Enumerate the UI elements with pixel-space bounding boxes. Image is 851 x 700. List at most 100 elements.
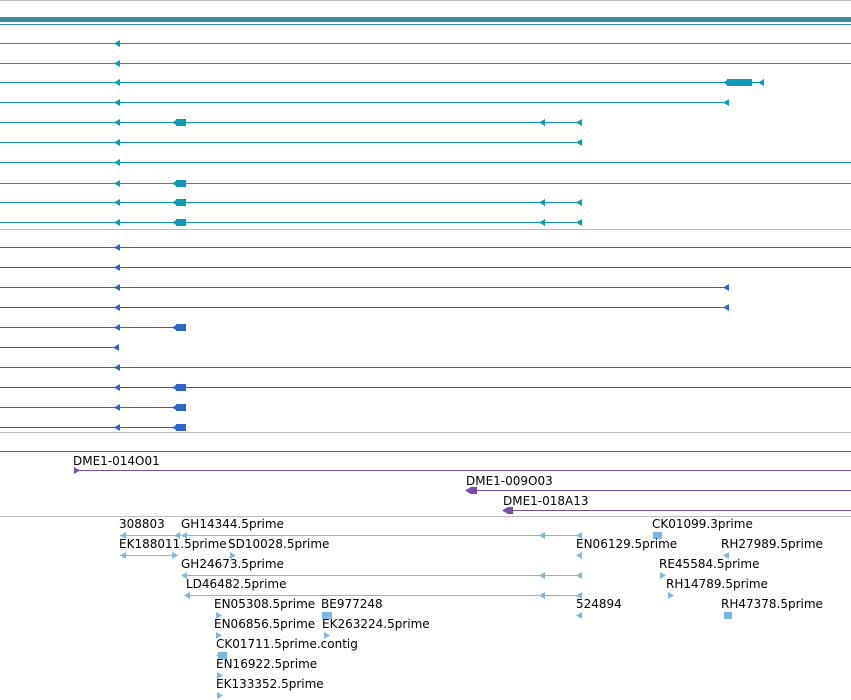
est-label[interactable]: RH14789.5prime <box>666 577 768 591</box>
exon-arrow <box>114 180 120 187</box>
exon-arrow <box>114 404 120 411</box>
exon-block <box>176 324 186 331</box>
est-label[interactable]: CK01099.3prime <box>652 517 753 531</box>
exon-block <box>653 532 662 539</box>
exon-block <box>508 507 513 514</box>
exon-arrow <box>539 219 545 226</box>
exon-block <box>176 424 186 431</box>
exon-arrow <box>539 592 545 599</box>
exon-arrow <box>723 99 729 106</box>
exon-block <box>176 384 186 391</box>
exon-arrow <box>172 404 178 411</box>
clone-label[interactable]: DME1-009O03 <box>466 474 553 488</box>
est-label[interactable]: EK263224.5prime <box>322 617 430 631</box>
exon-arrow <box>216 632 222 639</box>
exon-arrow <box>539 199 545 206</box>
exon-arrow <box>576 219 582 226</box>
est-label[interactable]: EN05308.5prime <box>214 597 316 611</box>
exon-arrow <box>172 199 178 206</box>
clone-arrow <box>74 467 80 474</box>
exon-arrow <box>114 264 120 271</box>
est-label[interactable]: SD10028.5prime <box>228 537 330 551</box>
exon-block <box>218 652 227 659</box>
exon-arrow <box>576 612 582 619</box>
exon-arrow <box>114 424 120 431</box>
exon-arrow <box>216 652 222 659</box>
exon-block <box>176 199 186 206</box>
exon-arrow <box>114 324 120 331</box>
exon-arrow <box>114 219 120 226</box>
exon-arrow <box>576 199 582 206</box>
clone-arrow <box>465 487 471 494</box>
exon-arrow <box>114 284 120 291</box>
exon-arrow <box>172 180 178 187</box>
exon-arrow <box>172 219 178 226</box>
exon-arrow <box>181 532 187 539</box>
exon-block <box>176 180 186 187</box>
est-label[interactable]: EN16922.5prime <box>216 657 318 671</box>
exon-arrow <box>576 572 582 579</box>
exon-arrow <box>324 632 330 639</box>
exon-block <box>322 612 332 619</box>
exon-arrow <box>216 612 222 619</box>
exon-arrow <box>723 552 729 559</box>
est-label[interactable]: CK01711.5prime.contig <box>216 637 358 651</box>
exon-arrow <box>114 40 120 47</box>
est-label[interactable]: GH24673.5prime <box>181 557 284 571</box>
exon-arrow <box>172 384 178 391</box>
exon-arrow <box>114 199 120 206</box>
est-label[interactable]: BE977248 <box>321 597 383 611</box>
exon-arrow <box>539 119 545 126</box>
exon-arrow <box>114 99 120 106</box>
exon-arrow <box>723 304 729 311</box>
clone-label[interactable]: DME1-018A13 <box>503 494 589 508</box>
est-label[interactable]: RH47378.5prime <box>721 597 823 611</box>
exon-arrow <box>114 119 120 126</box>
exon-arrow <box>172 324 178 331</box>
track-band <box>0 17 851 22</box>
exon-arrow <box>114 159 120 166</box>
est-label[interactable]: EN06856.5prime <box>214 617 316 631</box>
exon-arrow <box>114 139 120 146</box>
exon-arrow <box>217 672 223 679</box>
est-label[interactable]: 308803 <box>119 517 165 531</box>
exon-arrow <box>172 552 178 559</box>
exon-arrow <box>120 552 126 559</box>
est-label[interactable]: RH27989.5prime <box>721 537 823 551</box>
exon-arrow <box>172 424 178 431</box>
exon-arrow <box>114 384 120 391</box>
exon-arrow <box>723 284 729 291</box>
exon-arrow <box>576 139 582 146</box>
exon-arrow <box>576 552 582 559</box>
exon-arrow <box>120 532 126 539</box>
est-label[interactable]: EN06129.5prime <box>576 537 678 551</box>
est-label[interactable]: 524894 <box>576 597 622 611</box>
exon-arrow <box>114 364 120 371</box>
exon-block <box>176 404 186 411</box>
exon-arrow <box>230 552 236 559</box>
exon-arrow <box>174 532 180 539</box>
exon-arrow <box>114 79 120 86</box>
exon-arrow <box>668 592 674 599</box>
track-separator <box>0 432 851 433</box>
est-label[interactable]: EK133352.5prime <box>216 677 324 691</box>
exon-arrow <box>539 572 545 579</box>
clone-label[interactable]: DME1-014O01 <box>73 454 160 468</box>
exon-arrow <box>576 532 582 539</box>
exon-arrow <box>576 592 582 599</box>
exon-block <box>176 219 186 226</box>
exon-block <box>471 487 477 494</box>
exon-arrow <box>114 60 120 67</box>
est-label[interactable]: RE45584.5prime <box>659 557 760 571</box>
exon-arrow <box>539 532 545 539</box>
est-label[interactable]: GH14344.5prime <box>181 517 284 531</box>
top-border <box>0 0 851 1</box>
track-separator <box>0 229 851 230</box>
exon-block <box>176 119 186 126</box>
est-label[interactable]: LD46482.5prime <box>186 577 287 591</box>
exon-arrow <box>217 692 223 699</box>
est-label[interactable]: EK188011.5prime <box>119 537 227 551</box>
exon-arrow <box>723 79 729 86</box>
